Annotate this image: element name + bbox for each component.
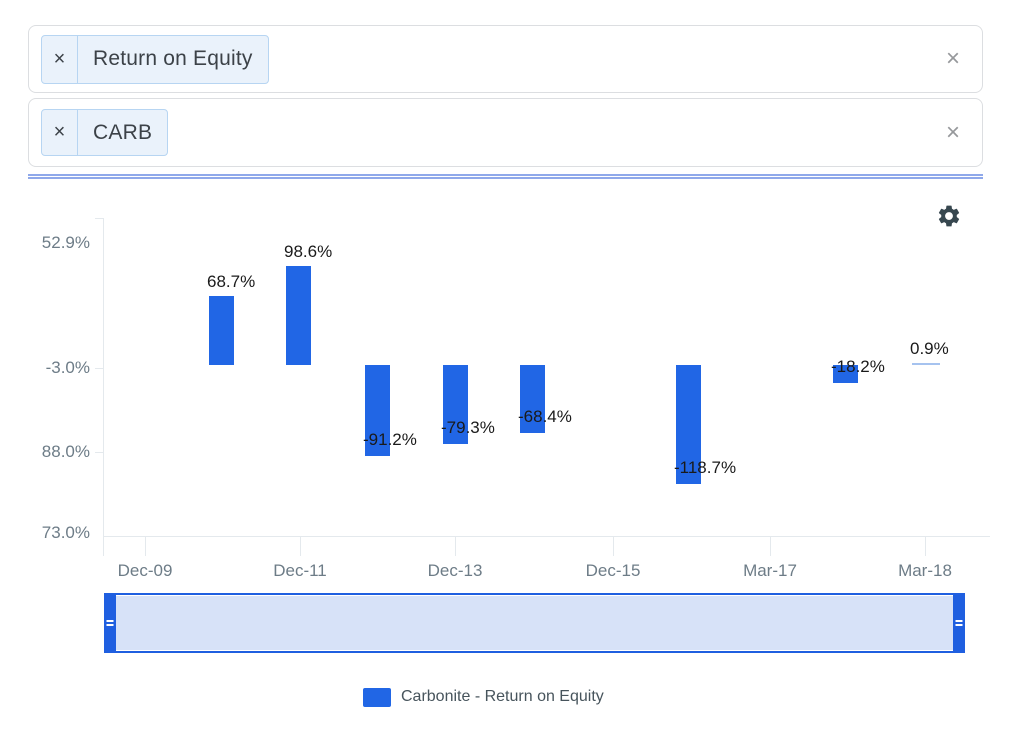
bar[interactable] — [676, 365, 701, 484]
x-icon: × — [53, 121, 66, 143]
bar-value-label: -91.2% — [363, 430, 417, 449]
x-axis-tick — [613, 536, 614, 556]
bar[interactable] — [209, 296, 234, 365]
metric-filter-input[interactable]: × Return on Equity × — [28, 25, 983, 93]
x-axis-tick — [145, 536, 146, 556]
drag-handle-icon — [955, 620, 963, 626]
chart-settings-button[interactable] — [934, 201, 964, 231]
y-axis-label: 88.0% — [41, 442, 90, 461]
x-axis-tick — [103, 536, 104, 556]
bar-value-label: -18.2% — [831, 357, 885, 376]
x-axis-label: Dec-11 — [273, 561, 327, 580]
drag-handle-icon — [106, 620, 114, 626]
bar-value-label: -68.4% — [518, 407, 572, 426]
bar[interactable] — [443, 365, 468, 444]
chip-label: Return on Equity — [93, 47, 253, 70]
x-axis-label: Dec-15 — [585, 561, 641, 580]
y-axis-label: 73.0% — [41, 523, 90, 542]
clear-metric-button[interactable]: × — [933, 39, 973, 79]
slider-right-handle[interactable] — [953, 593, 965, 653]
y-axis-tick — [95, 218, 103, 219]
bar-value-label: 68.7% — [207, 272, 256, 291]
x-axis-label: Dec-13 — [427, 561, 483, 580]
time-range-slider[interactable] — [104, 593, 965, 653]
y-axis-line — [103, 218, 104, 536]
y-axis-tick — [95, 368, 103, 369]
bar[interactable] — [520, 365, 545, 433]
bar-value-label: 98.6% — [284, 242, 333, 261]
x-axis-label: Dec-09 — [117, 561, 173, 580]
y-axis-label: -3.0% — [45, 358, 90, 377]
filter-chip-metric[interactable]: × Return on Equity — [41, 34, 269, 84]
bar-value-label: 0.9% — [910, 339, 949, 358]
x-icon: × — [945, 45, 960, 72]
bar-value-label: -118.7% — [674, 458, 737, 477]
x-axis-label: Mar-18 — [898, 561, 952, 580]
gear-icon — [938, 205, 960, 227]
bar[interactable] — [365, 365, 390, 456]
x-axis-line — [103, 536, 990, 537]
bar[interactable] — [286, 266, 311, 365]
chip-remove-button[interactable]: × — [42, 35, 78, 83]
y-axis-label: 52.9% — [41, 233, 90, 252]
section-divider — [28, 174, 983, 179]
x-axis-label: Mar-17 — [743, 561, 797, 580]
legend-swatch — [363, 687, 391, 707]
bar-value-label: -79.3% — [441, 418, 495, 437]
y-axis-tick — [95, 452, 103, 453]
legend-item[interactable]: Carbonite - Return on Equity — [363, 685, 604, 709]
x-axis-tick — [770, 536, 771, 556]
x-icon: × — [53, 47, 66, 70]
chip-remove-button[interactable]: × — [42, 110, 78, 155]
filter-chip-ticker[interactable]: × CARB — [41, 109, 169, 156]
ticker-filter-input[interactable]: × CARB × — [28, 98, 983, 167]
x-axis-tick — [925, 536, 926, 556]
legend-label: Carbonite - Return on Equity — [401, 688, 604, 705]
x-icon: × — [945, 118, 960, 146]
chip-label: CARB — [93, 120, 153, 144]
bar[interactable] — [912, 363, 940, 365]
clear-ticker-button[interactable]: × — [933, 113, 973, 153]
bar[interactable] — [833, 365, 858, 383]
x-axis-tick — [300, 536, 301, 556]
slider-left-handle[interactable] — [104, 593, 116, 653]
x-axis-tick — [455, 536, 456, 556]
